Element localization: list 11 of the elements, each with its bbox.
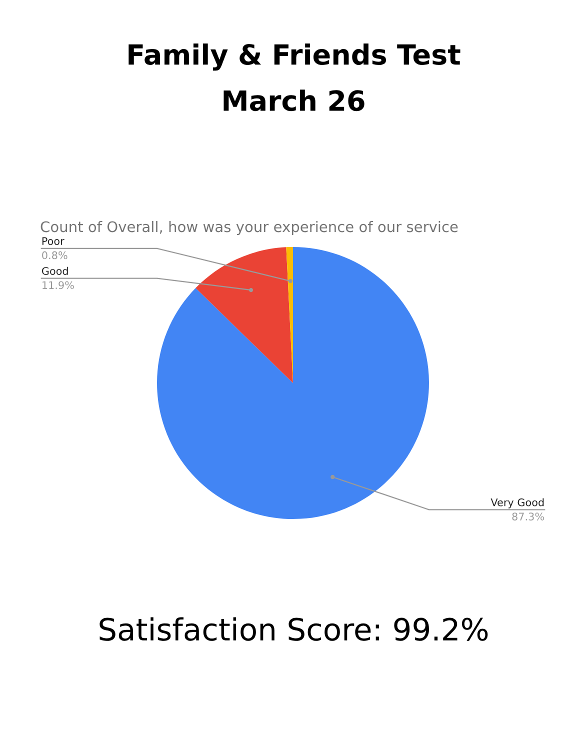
data-label: 0.8% <box>42 251 68 260</box>
slice-label: Very Good <box>490 498 544 508</box>
chart-subtitle: Count of Overall, how was your experience of our service <box>40 220 458 236</box>
slice-label: Poor <box>42 237 64 246</box>
chart-title: Family & Friends Test March 26 <box>128 44 460 112</box>
data-label: 11.9% <box>42 281 74 290</box>
data-label: 87.3% <box>512 512 544 520</box>
slice-label: Good <box>42 266 68 275</box>
text: Satisfaction Score: 99.2% <box>100 617 488 641</box>
pie-slice <box>157 247 429 519</box>
pie-slice <box>196 247 293 383</box>
